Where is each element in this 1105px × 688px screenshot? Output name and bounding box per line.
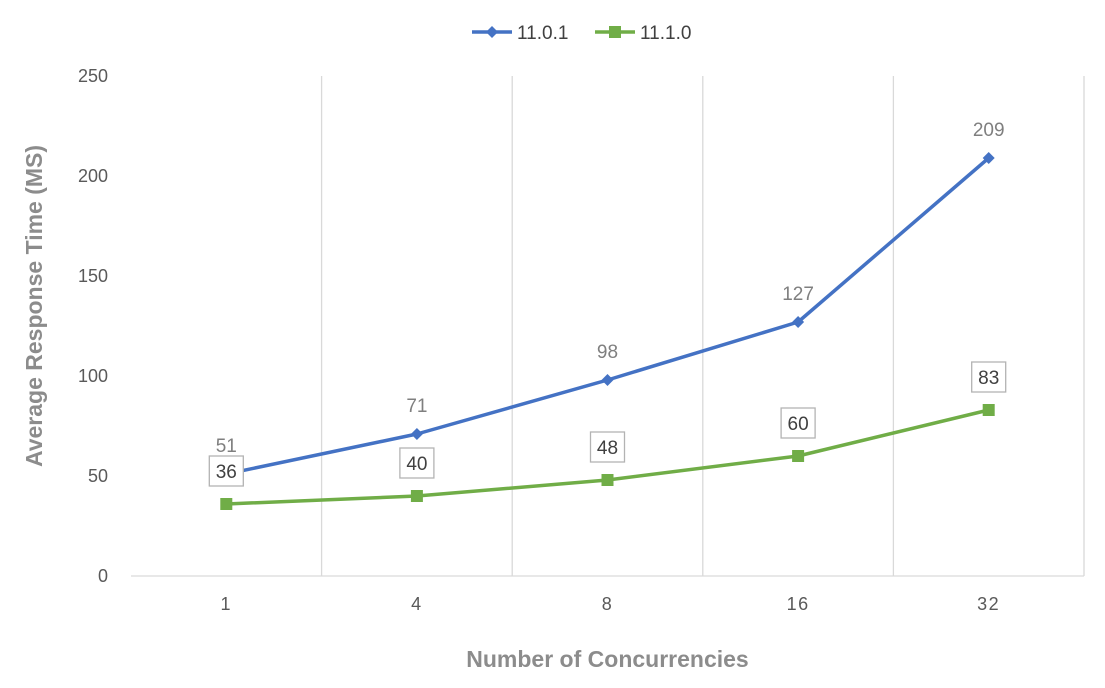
y-tick-label: 250 [78,66,108,86]
data-label-box [208,455,244,487]
series-line [225,156,990,476]
legend-marker-square [609,26,621,38]
x-tick-label: 8 [602,594,614,614]
gridlines [320,76,1085,576]
y-tick-labels: 0 50 100 150 200 250 [78,66,108,586]
x-axis-title: Number of Concurrencies [466,646,748,672]
y-tick-label: 50 [88,466,108,486]
data-point-square [601,474,614,486]
data-point-square [220,498,233,510]
x-tick-labels: 1 4 8 16 32 [221,594,1000,614]
data-label: 83 [978,368,999,389]
x-tick-label: 4 [411,594,423,614]
x-tick-label: 16 [787,594,810,614]
data-label: 51 [216,436,237,457]
x-tick-label: 32 [977,594,1000,614]
series-11.1.0 [220,404,995,510]
data-label: 127 [782,284,814,305]
data-point-diamond [601,374,614,386]
data-label: 48 [597,438,618,459]
data-label-box [780,407,816,439]
data-label: 98 [597,342,618,363]
data-label: 209 [973,120,1005,141]
y-tick-label: 200 [78,166,108,186]
data-point-square [982,404,995,416]
data-point-diamond [982,152,995,164]
data-label-box [589,431,626,463]
data-point-diamond [410,428,423,440]
data-labels: 51 71 98 127 209 36 40 48 60 83 [208,120,1007,487]
legend: 11.0.1 11.1.0 [472,23,691,44]
y-tick-label: 150 [78,266,108,286]
x-tick-label: 1 [221,594,233,614]
y-axis-title: Average Response Time (MS) [21,145,47,467]
legend-label: 11.1.0 [640,23,691,44]
data-label-box [971,361,1007,393]
data-point-square [792,450,805,462]
data-label: 36 [216,462,237,483]
data-label: 60 [788,414,809,435]
data-label-box [399,447,435,479]
series-layer [220,152,995,510]
legend-label: 11.0.1 [517,23,568,44]
y-tick-label: 0 [98,566,108,586]
y-tick-label: 100 [78,366,108,386]
legend-marker-diamond [486,26,498,38]
data-point-square [410,490,423,502]
data-label: 71 [406,396,427,417]
data-label: 40 [406,454,427,475]
data-point-diamond [792,316,805,328]
series-11.0.1 [220,152,995,480]
